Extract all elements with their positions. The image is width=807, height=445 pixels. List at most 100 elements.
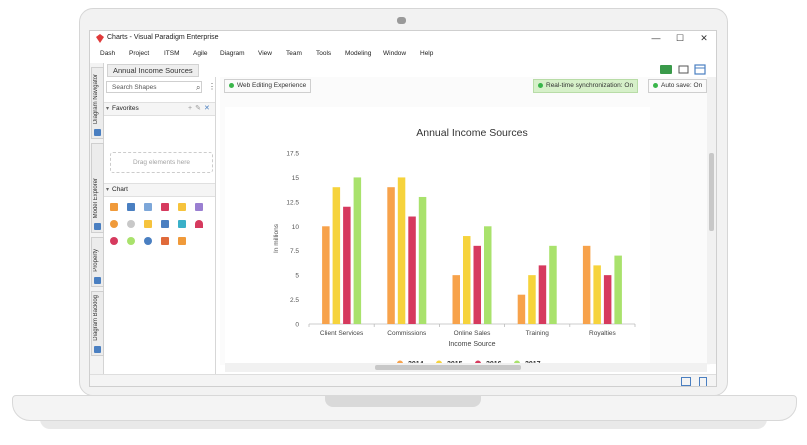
bar-chart-icon[interactable] xyxy=(110,203,118,211)
bar-2017-2 xyxy=(484,226,492,324)
stacked-bar-icon[interactable] xyxy=(127,203,135,211)
title-bar: Charts - Visual Paradigm Enterprise — ☐ … xyxy=(90,31,716,47)
property-icon xyxy=(94,277,101,284)
polar-chart-icon[interactable] xyxy=(144,237,152,245)
tab-diagram-navigator-label: Diagram Navigator xyxy=(93,73,99,124)
minimize-button[interactable]: — xyxy=(651,33,661,43)
legend-label-2014: 2014 xyxy=(408,361,424,363)
chart-section-label: Chart xyxy=(112,186,128,193)
bar-2015-2 xyxy=(463,236,471,324)
donut-chart-icon[interactable] xyxy=(110,237,118,245)
trend-chart-icon[interactable] xyxy=(195,203,203,211)
bar-2017-3 xyxy=(549,245,557,324)
bar-2017-1 xyxy=(418,196,427,324)
y-tick-label: 5 xyxy=(295,273,299,280)
legend-marker-2014 xyxy=(397,360,403,363)
edit-icon[interactable]: ✎ xyxy=(195,105,204,112)
bar-2015-0 xyxy=(332,187,341,324)
y-tick-label: 2.5 xyxy=(290,297,299,304)
line-chart-icon[interactable] xyxy=(144,203,152,211)
x-tick-label: Online Sales xyxy=(454,330,492,337)
horizontal-scroll-thumb[interactable] xyxy=(375,365,521,370)
column-chart-icon[interactable] xyxy=(161,220,169,228)
vertical-scrollbar[interactable] xyxy=(707,77,716,364)
mail-icon[interactable] xyxy=(681,377,691,386)
chevron-down-icon: ▾ xyxy=(106,106,110,112)
menu-itsm[interactable]: ITSM xyxy=(164,50,180,57)
menu-project[interactable]: Project xyxy=(129,50,150,57)
heatmap-chart-icon[interactable] xyxy=(161,237,169,245)
toolbar-icons xyxy=(660,64,706,75)
app-icon xyxy=(96,34,104,43)
close-button[interactable]: ✕ xyxy=(700,33,708,43)
y-tick-label: 7.5 xyxy=(290,248,299,255)
menu-modeling[interactable]: Modeling xyxy=(345,50,372,57)
close-icon[interactable]: ✕ xyxy=(203,105,213,112)
bubble-chart-icon[interactable] xyxy=(144,220,152,228)
chart-section-header[interactable]: ▾ Chart xyxy=(104,183,215,197)
tab-property-label: Property xyxy=(93,249,99,272)
legend-label-2015: 2015 xyxy=(447,361,463,363)
breadcrumb[interactable]: Annual Income Sources xyxy=(107,64,199,77)
note-icon[interactable] xyxy=(699,377,707,386)
legend-marker-2016 xyxy=(475,360,481,363)
bar-2016-0 xyxy=(343,206,351,324)
horizontal-scrollbar[interactable] xyxy=(225,363,707,372)
search-icon[interactable]: ⌕ xyxy=(196,83,201,92)
explorer-icon xyxy=(94,223,101,230)
radar-chart-icon[interactable] xyxy=(127,220,135,228)
menu-tools[interactable]: Tools xyxy=(316,50,332,57)
bar-chart[interactable]: Annual Income Sources 0 2.5 5 7.5 10 12.5 15 17.… xyxy=(225,107,650,363)
bar-2016-1 xyxy=(408,216,416,324)
funnel-chart-icon[interactable] xyxy=(178,220,186,228)
bar-2016-2 xyxy=(473,245,481,324)
gauge-chart-icon[interactable] xyxy=(195,220,203,228)
layout-icon[interactable] xyxy=(694,64,706,75)
tab-property[interactable]: Property xyxy=(91,237,104,287)
tab-model-explorer[interactable]: Model Explorer xyxy=(91,143,104,233)
realtime-sync-tag[interactable]: Real-time synchronization: On xyxy=(533,79,639,93)
bar-2014-3 xyxy=(517,294,526,324)
y-tick-label: 12.5 xyxy=(286,199,299,206)
maximize-button[interactable]: ☐ xyxy=(675,33,685,43)
favorites-drop-zone[interactable]: Drag elements here xyxy=(110,152,213,173)
menu-agile[interactable]: Agile xyxy=(193,50,208,57)
y-axis-label: In millions xyxy=(273,223,280,253)
legend-label-2017: 2017 xyxy=(525,361,541,363)
legend-label-2016: 2016 xyxy=(486,361,502,363)
tab-diagram-navigator[interactable]: Diagram Navigator xyxy=(91,67,104,139)
menu-team[interactable]: Team xyxy=(286,50,302,57)
tab-diagram-backlog[interactable]: Diagram Backlog xyxy=(91,291,104,356)
bar-2017-0 xyxy=(353,177,362,324)
menu-diagram[interactable]: Diagram xyxy=(220,50,245,57)
laptop-shadow xyxy=(40,419,767,429)
status-bar xyxy=(90,374,716,386)
navigator-icon xyxy=(94,129,101,136)
y-tick-label: 10 xyxy=(292,224,300,231)
web-editing-tag[interactable]: Web Editing Experience xyxy=(224,79,312,93)
fit-icon[interactable] xyxy=(678,65,689,74)
treemap-chart-icon[interactable] xyxy=(178,237,186,245)
megaphone-icon[interactable] xyxy=(660,65,672,74)
favorites-header[interactable]: ▾ Favorites +✎✕ xyxy=(104,102,215,116)
vertical-scroll-thumb[interactable] xyxy=(709,153,714,231)
area-chart-icon[interactable] xyxy=(161,203,169,211)
tab-model-explorer-label: Model Explorer xyxy=(93,177,99,218)
scatter-chart-icon[interactable] xyxy=(178,203,186,211)
menu-dash[interactable]: Dash xyxy=(100,50,116,57)
pie-chart-icon[interactable] xyxy=(110,220,118,228)
more-icon[interactable]: ⋮ xyxy=(208,82,216,91)
menu-bar: Dash Project ITSM Agile Diagram View Tea… xyxy=(90,48,716,61)
add-icon[interactable]: + xyxy=(188,105,196,112)
ring-chart-icon[interactable] xyxy=(127,237,135,245)
menu-view[interactable]: View xyxy=(258,50,272,57)
menu-window[interactable]: Window xyxy=(383,50,407,57)
menu-help[interactable]: Help xyxy=(420,50,434,57)
bar-2016-3 xyxy=(538,265,547,324)
auto-save-tag[interactable]: Auto save: On xyxy=(648,79,708,93)
search-input[interactable]: Search Shapes xyxy=(106,81,202,93)
bar-2014-1 xyxy=(387,187,395,324)
favorites-tools: +✎✕ xyxy=(188,104,213,112)
window-title: Charts - Visual Paradigm Enterprise xyxy=(107,34,219,41)
bar-2017-4 xyxy=(614,255,622,324)
